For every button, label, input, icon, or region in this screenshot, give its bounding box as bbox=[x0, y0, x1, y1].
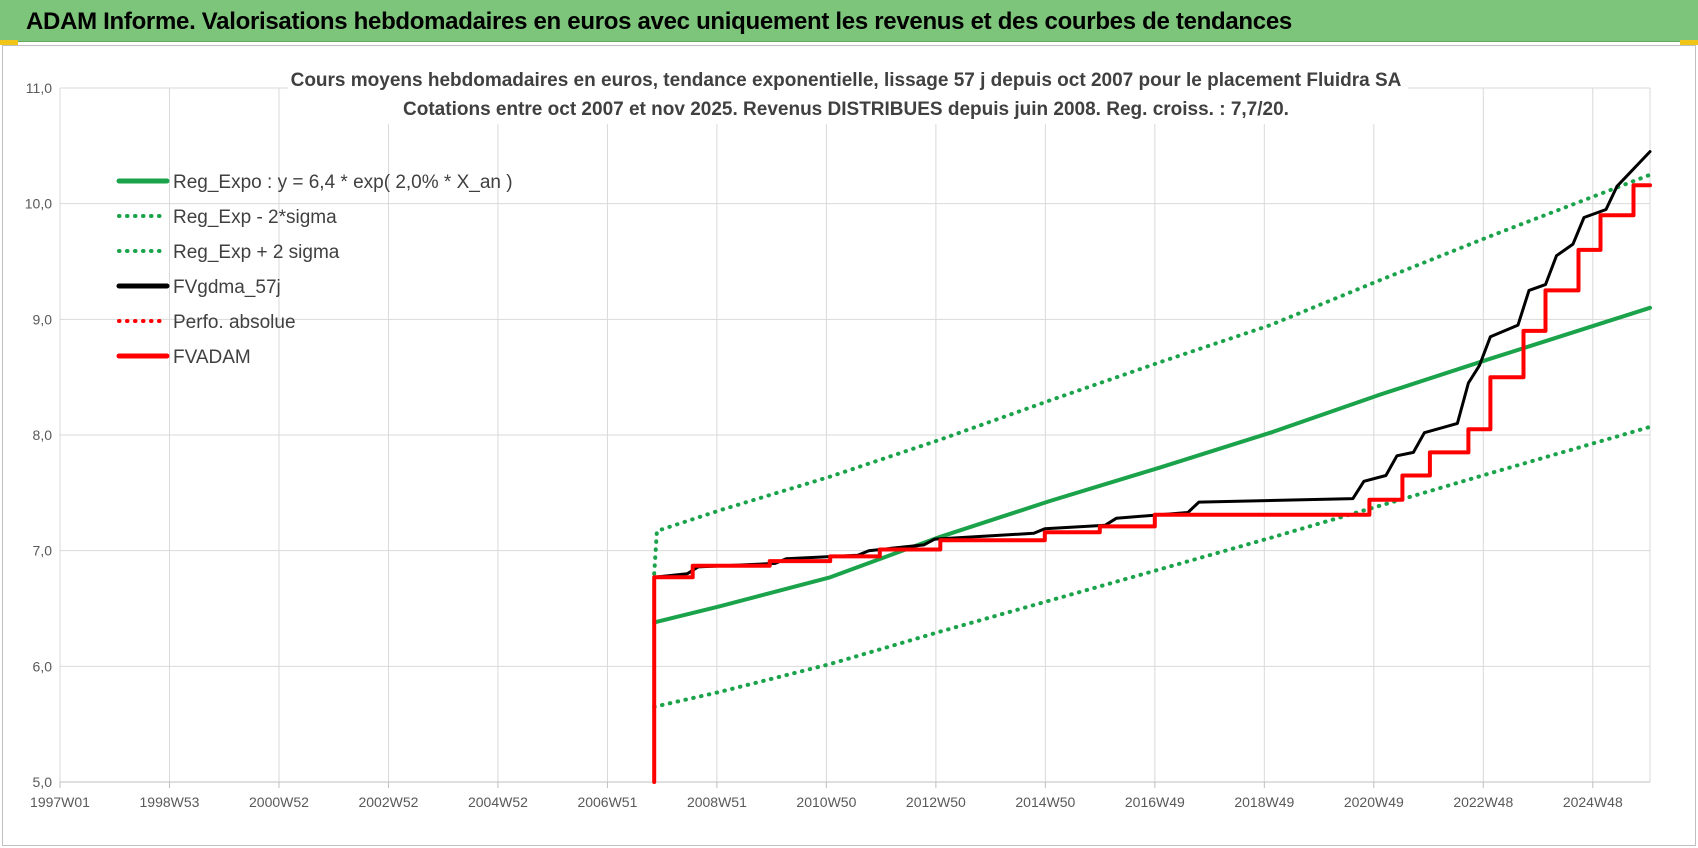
legend-label: Reg_Expo : y = 6,4 * exp( 2,0% * X_an ) bbox=[173, 172, 513, 193]
x-tick-label: 2020W49 bbox=[1344, 794, 1404, 810]
y-tick-label: 7,0 bbox=[33, 543, 53, 559]
chart-area: 5,0 6,0 7,0 8,0 9,0 10,0 11,0 1997W01 1998W53 200… bbox=[2, 45, 1696, 846]
gridlines bbox=[59, 87, 1651, 783]
x-tick-label: 2002W52 bbox=[358, 794, 418, 810]
x-tick-label: 2008W51 bbox=[687, 794, 747, 810]
series-line-6 bbox=[652, 183, 1652, 784]
y-tick-label: 11,0 bbox=[26, 80, 52, 96]
legend-label: Reg_Exp + 2 sigma bbox=[173, 242, 340, 263]
series-line-1 bbox=[652, 305, 1652, 625]
x-tick-label: 1998W53 bbox=[140, 794, 200, 810]
x-tick-label: 2004W52 bbox=[468, 794, 528, 810]
series-line-4 bbox=[652, 150, 1652, 579]
legend-label: Perfo. absolue bbox=[173, 312, 296, 333]
y-tick-label: 9,0 bbox=[33, 311, 53, 327]
y-tick-label: 6,0 bbox=[33, 658, 53, 674]
chart-subtitle: Cotations entre oct 2007 et nov 2025. Re… bbox=[403, 99, 1289, 120]
y-tick-label: 8,0 bbox=[33, 427, 53, 443]
series-line-3 bbox=[652, 172, 1652, 576]
x-tick-label: 2024W48 bbox=[1563, 794, 1623, 810]
x-tick-label: 1997W01 bbox=[30, 794, 90, 810]
legend-label: FVADAM bbox=[173, 347, 251, 368]
chart-title: Cours moyens hebdomadaires en euros, ten… bbox=[291, 70, 1402, 91]
series-layer bbox=[652, 150, 1652, 784]
x-tick-label: 2022W48 bbox=[1453, 794, 1513, 810]
legend: Reg_Expo : y = 6,4 * exp( 2,0% * X_an ) R… bbox=[116, 172, 513, 368]
y-tick-label: 10,0 bbox=[25, 196, 52, 212]
report-title: ADAM Informe. Valorisations hebdomadaire… bbox=[26, 8, 1292, 35]
legend-label: Reg_Exp - 2*sigma bbox=[173, 207, 337, 228]
x-tick-label: 2012W50 bbox=[906, 794, 966, 810]
banner-accent-left bbox=[0, 40, 18, 45]
x-tick-label: 2010W50 bbox=[796, 794, 856, 810]
x-tick-label: 2006W51 bbox=[577, 794, 637, 810]
report-banner: ADAM Informe. Valorisations hebdomadaire… bbox=[0, 0, 1698, 42]
x-tick-label: 2014W50 bbox=[1015, 794, 1075, 810]
legend-label: FVgdma_57j bbox=[173, 277, 281, 298]
line-chart: 5,0 6,0 7,0 8,0 9,0 10,0 11,0 1997W01 1998W53 200… bbox=[25, 64, 1652, 810]
axes: 5,0 6,0 7,0 8,0 9,0 10,0 11,0 1997W01 1998W53 200… bbox=[25, 80, 1650, 810]
y-tick-label: 5,0 bbox=[33, 774, 53, 790]
x-tick-label: 2018W49 bbox=[1234, 794, 1294, 810]
banner-accent-right bbox=[1680, 40, 1698, 45]
title-background bbox=[288, 64, 1408, 124]
x-tick-label: 2016W49 bbox=[1125, 794, 1185, 810]
x-tick-label: 2000W52 bbox=[249, 794, 309, 810]
